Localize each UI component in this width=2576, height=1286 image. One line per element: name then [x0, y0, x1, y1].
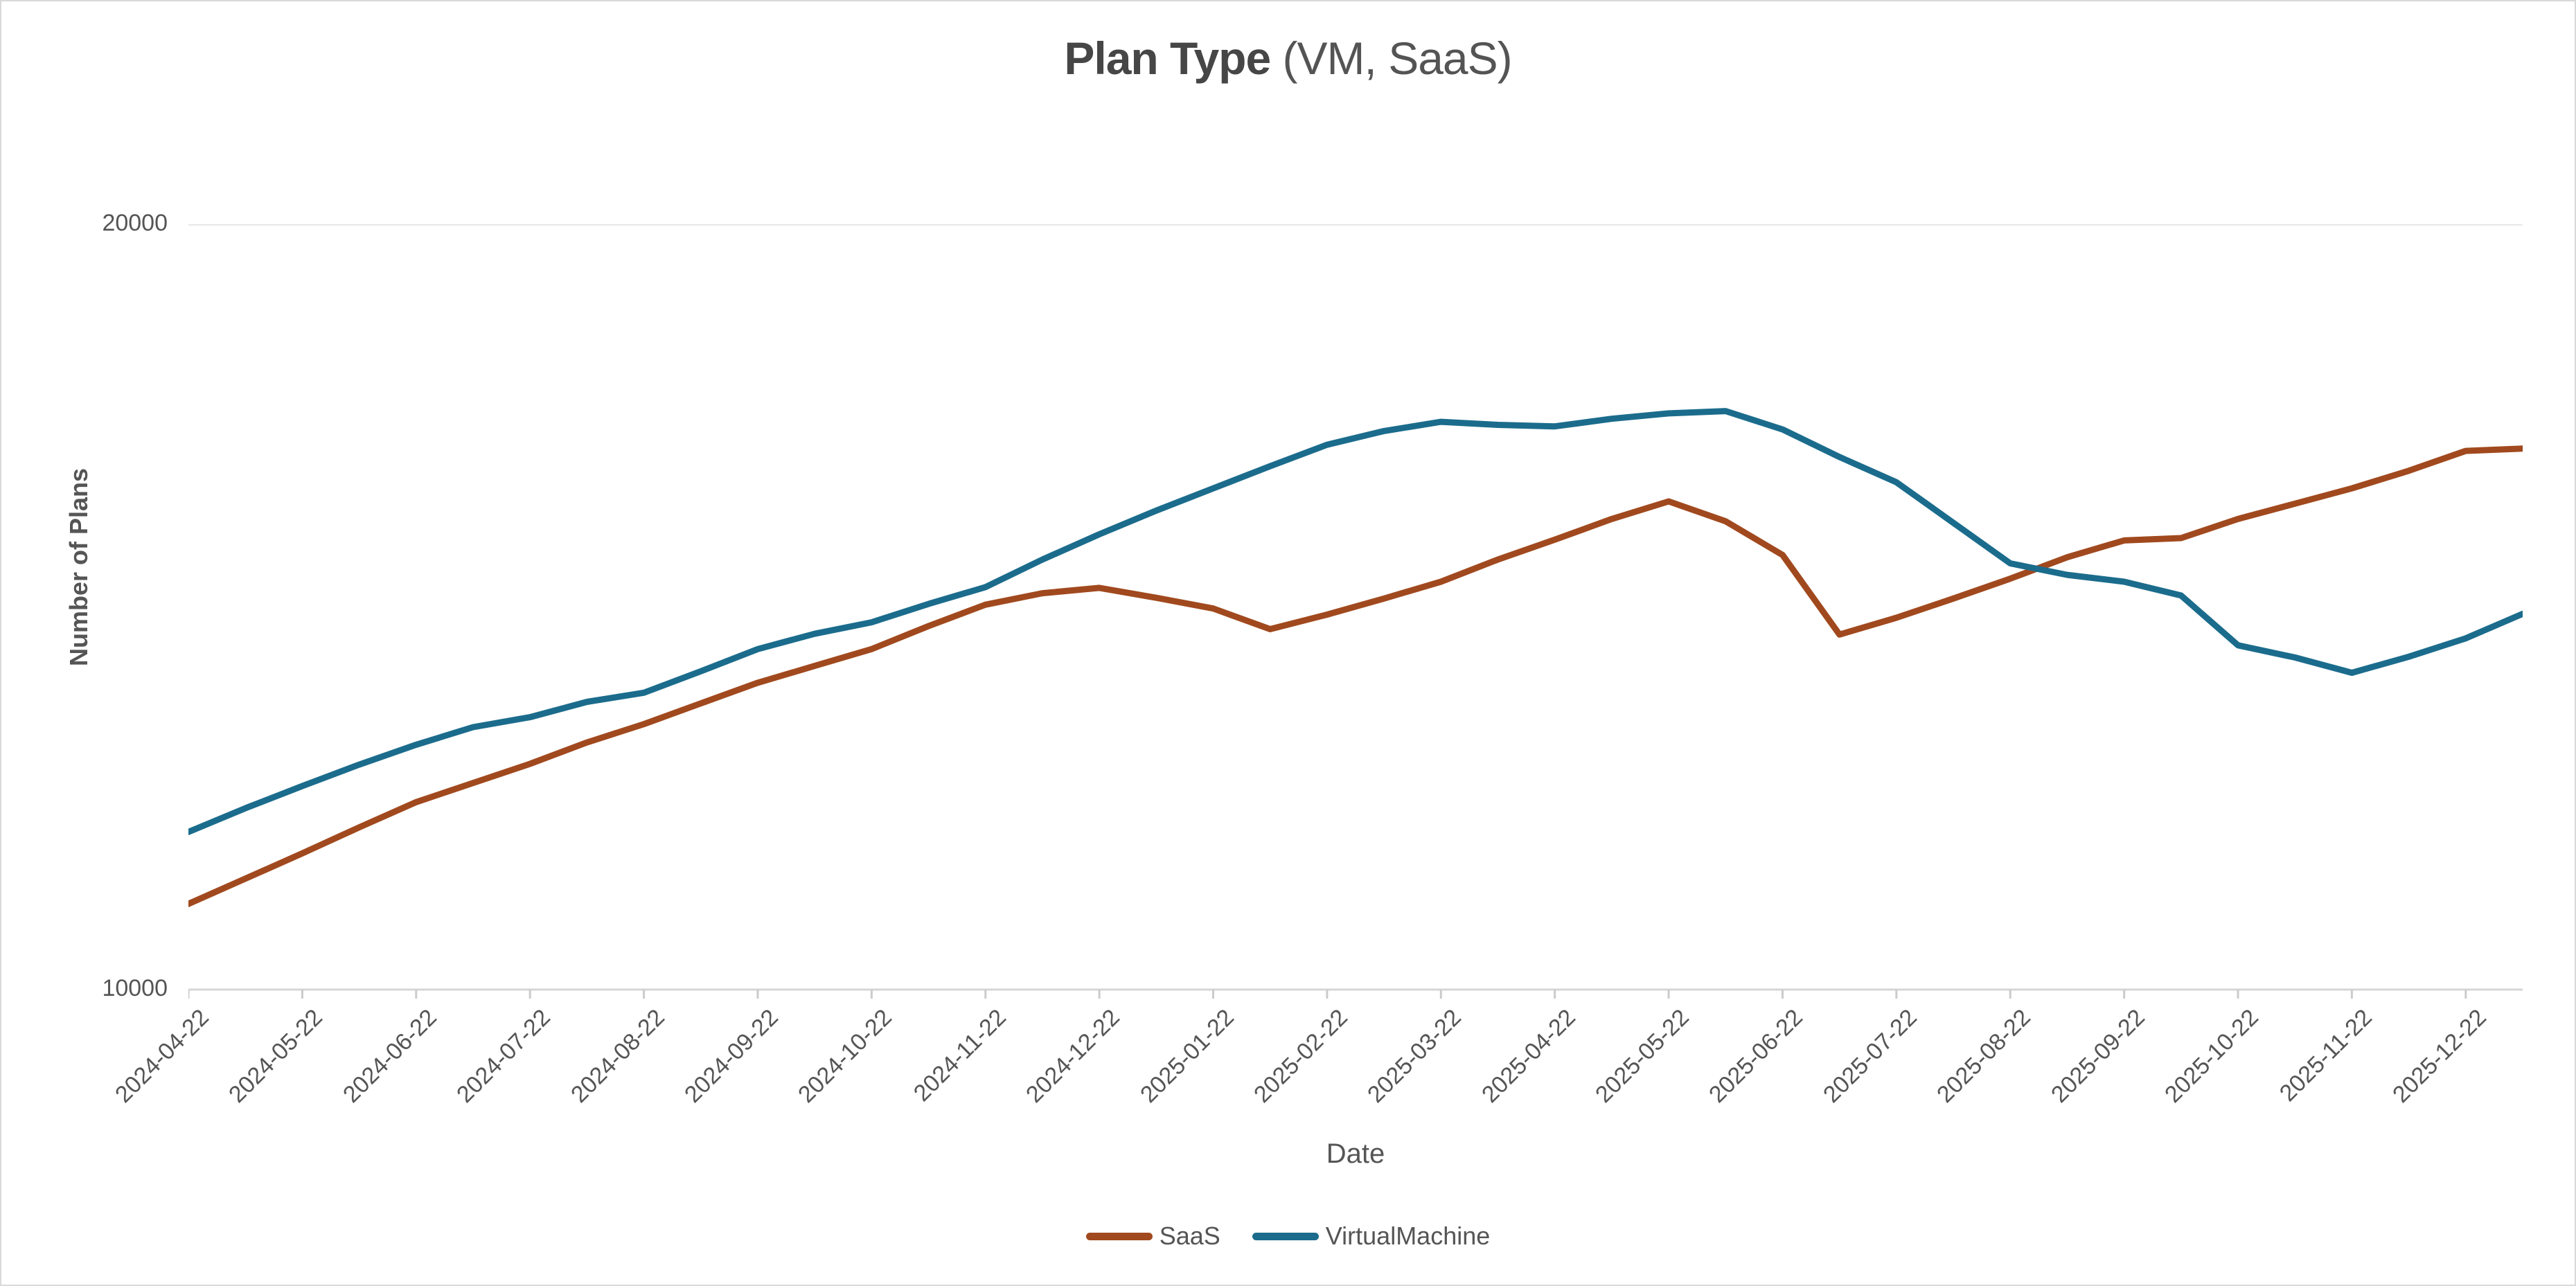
x-tick-label: 2024-12-22 — [1021, 1004, 1125, 1108]
x-tick-label: 2024-05-22 — [224, 1004, 328, 1108]
chart-title: Plan Type (VM, SaaS) — [1, 32, 2575, 84]
y-axis-label: Number of Plans — [64, 467, 93, 667]
series-line-virtualmachine — [188, 408, 2523, 835]
plot-area — [188, 224, 2523, 999]
x-tick-label: 2025-04-22 — [1476, 1004, 1581, 1108]
series-line-saas — [188, 445, 2523, 907]
x-tick-label: 2024-09-22 — [679, 1004, 783, 1108]
x-tick-label: 2025-02-22 — [1248, 1004, 1353, 1108]
x-axis-label: Date — [1326, 1138, 1385, 1169]
x-tick-label: 2025-05-22 — [1590, 1004, 1694, 1108]
legend-label-saas: SaaS — [1159, 1222, 1220, 1250]
x-tick-label: 2025-06-22 — [1704, 1004, 1809, 1108]
x-tick-label: 2024-10-22 — [793, 1004, 898, 1108]
x-tick-label: 2025-09-22 — [2045, 1004, 2150, 1108]
x-tick-label: 2024-04-22 — [110, 1004, 214, 1108]
x-tick-label: 2025-10-22 — [2160, 1004, 2264, 1108]
y-tick-label-20000: 20000 — [102, 210, 168, 236]
x-tick-label: 2025-01-22 — [1135, 1004, 1239, 1108]
x-tick-label: 2025-08-22 — [1932, 1004, 2036, 1108]
x-tick-label: 2024-08-22 — [565, 1004, 670, 1108]
chart-title-main: Plan Type — [1064, 33, 1271, 84]
x-tick-label: 2025-07-22 — [1818, 1004, 1922, 1108]
x-tick-label: 2025-11-22 — [2275, 1004, 2378, 1107]
x-tick-label: 2024-07-22 — [452, 1004, 556, 1108]
legend-swatch-virtualmachine — [1252, 1232, 1319, 1240]
legend-label-virtualmachine: VirtualMachine — [1325, 1222, 1491, 1250]
x-tick-label: 2025-12-22 — [2387, 1004, 2491, 1108]
chart-title-suffix: (VM, SaaS) — [1270, 33, 1513, 84]
legend: SaaS VirtualMachine — [1, 1222, 2575, 1251]
x-tick-label: 2024-11-22 — [908, 1004, 1011, 1107]
legend-item-virtualmachine[interactable]: VirtualMachine — [1252, 1222, 1490, 1251]
legend-item-saas[interactable]: SaaS — [1085, 1222, 1220, 1251]
y-tick-label-10000: 10000 — [102, 975, 168, 1001]
legend-swatch-saas — [1085, 1232, 1153, 1240]
x-tick-label: 2025-03-22 — [1362, 1004, 1467, 1108]
x-tick-label: 2024-06-22 — [337, 1004, 442, 1108]
